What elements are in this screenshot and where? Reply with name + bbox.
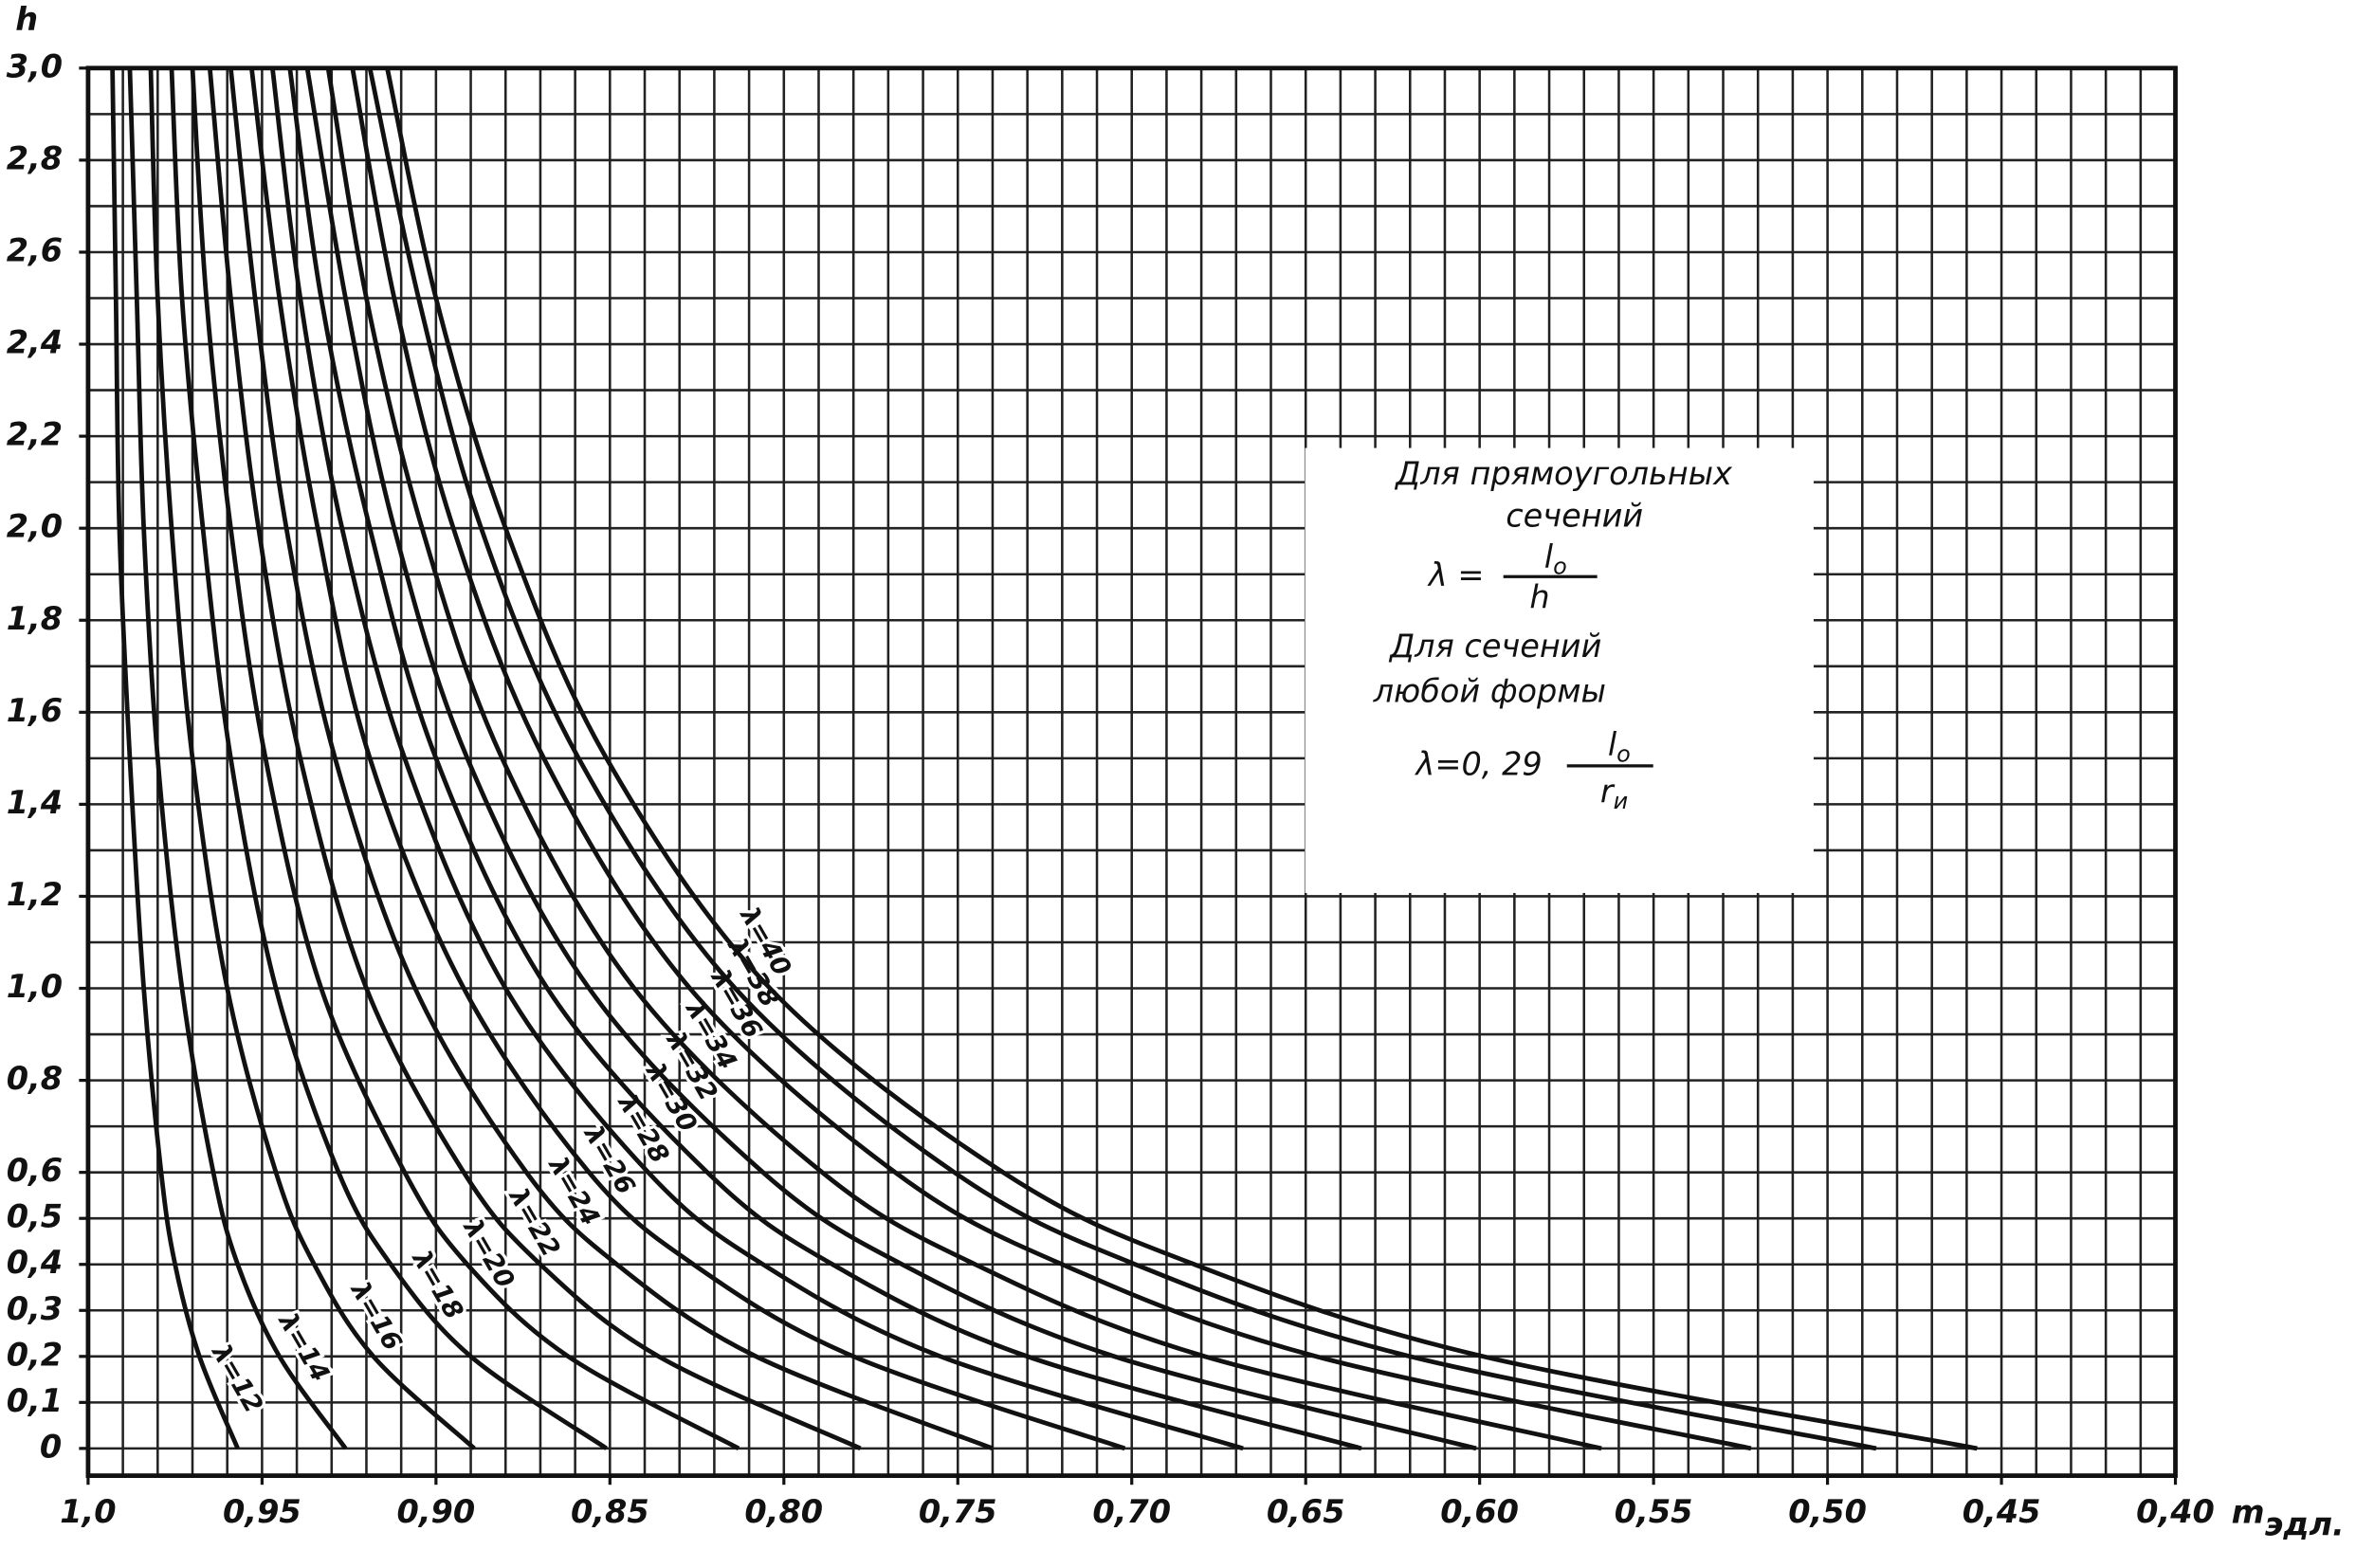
x-tick-label: 0,95 <box>223 1493 301 1530</box>
curve <box>249 67 1126 1451</box>
formula-numerator: lo <box>1544 538 1567 580</box>
x-tick-label: 0,85 <box>571 1493 649 1530</box>
curve <box>110 67 240 1449</box>
curve <box>367 67 1877 1451</box>
formula-subscript: и <box>1614 788 1629 814</box>
formula-denominator: h <box>1529 579 1549 616</box>
curve <box>270 67 1244 1451</box>
x-tick-label: 0,90 <box>397 1493 476 1530</box>
curve <box>304 67 1477 1451</box>
y-tick-label: 2,8 <box>7 139 63 176</box>
curve <box>190 67 740 1450</box>
y-tick-label: 0,2 <box>7 1336 63 1373</box>
y-tick-label: 0,6 <box>7 1152 63 1189</box>
y-tick-label: 0,4 <box>7 1244 63 1281</box>
curve-label: λ=14 <box>272 1307 336 1387</box>
y-tick-label: 0,1 <box>7 1382 63 1419</box>
x-axis-label: m <box>2232 1493 2265 1530</box>
y-tick-label: 1,4 <box>7 784 63 821</box>
formula-numerator: lo <box>1608 726 1631 768</box>
note-box <box>1305 447 1814 893</box>
x-tick-label: 0,60 <box>1440 1493 1519 1530</box>
curve <box>127 67 348 1450</box>
x-tick-label: 1,0 <box>60 1493 116 1530</box>
y-tick-label: 1,2 <box>7 876 63 913</box>
y-tick-label: 0,5 <box>7 1198 63 1235</box>
note-text: сечений <box>1506 498 1643 535</box>
y-tick-label: 2,0 <box>7 508 63 545</box>
formula-subscript: o <box>1553 554 1567 580</box>
note-text: Для сечений <box>1388 628 1601 665</box>
note-text: Для прямоугольных <box>1394 455 1733 492</box>
curve <box>385 67 1978 1451</box>
y-tick-label: 0,3 <box>7 1290 63 1327</box>
y-tick-label: 2,4 <box>7 324 63 361</box>
y-tick-label: 1,6 <box>7 692 63 729</box>
x-tick-label: 0,50 <box>1788 1493 1867 1530</box>
note-text: любой формы <box>1373 673 1606 710</box>
y-tick-label: 0,8 <box>7 1060 63 1097</box>
formula-subscript: o <box>1616 741 1631 768</box>
curve <box>207 67 862 1451</box>
y-tick-label: 0 <box>40 1428 62 1465</box>
x-axis-label-sub: эдл. <box>2265 1505 2345 1542</box>
x-axis-label: mэдл. <box>2232 1493 2345 1542</box>
curve <box>325 67 1602 1451</box>
grid <box>79 65 2178 1486</box>
x-tick-label: 0,70 <box>1092 1493 1171 1530</box>
formula-lhs: λ = <box>1427 556 1485 593</box>
x-tick-label: 0,55 <box>1615 1493 1693 1530</box>
x-tick-label: 0,75 <box>919 1493 997 1530</box>
formula-numerator: l <box>1608 726 1617 763</box>
curve <box>287 67 1362 1451</box>
y-tick-label: 3,0 <box>7 47 63 84</box>
curve <box>169 67 608 1450</box>
y-tick-label: 1,8 <box>7 600 63 637</box>
x-tick-label: 0,45 <box>1963 1493 2041 1530</box>
formula-lhs: λ=0, 29 <box>1415 745 1543 782</box>
curve-label: λ=16 <box>344 1276 408 1356</box>
y-tick-label: 2,2 <box>7 416 63 453</box>
formula-denominator: rи <box>1600 773 1628 814</box>
curve <box>228 67 994 1451</box>
y-tick-label: 1,0 <box>7 968 63 1005</box>
curve-label: λ=22 <box>502 1182 566 1262</box>
formula-numerator: l <box>1544 538 1554 575</box>
y-axis-label: h <box>15 1 38 38</box>
y-tick-label: 2,6 <box>7 231 63 268</box>
formula-denominator: r <box>1600 773 1616 810</box>
curve <box>350 67 1752 1451</box>
curve-label: λ=20 <box>457 1213 520 1293</box>
x-tick-label: 0,80 <box>744 1493 823 1530</box>
curve-label: λ=12 <box>205 1338 268 1417</box>
x-tick-label: 0,40 <box>2136 1493 2215 1530</box>
curve <box>148 67 476 1450</box>
x-tick-label: 0,65 <box>1267 1493 1345 1530</box>
